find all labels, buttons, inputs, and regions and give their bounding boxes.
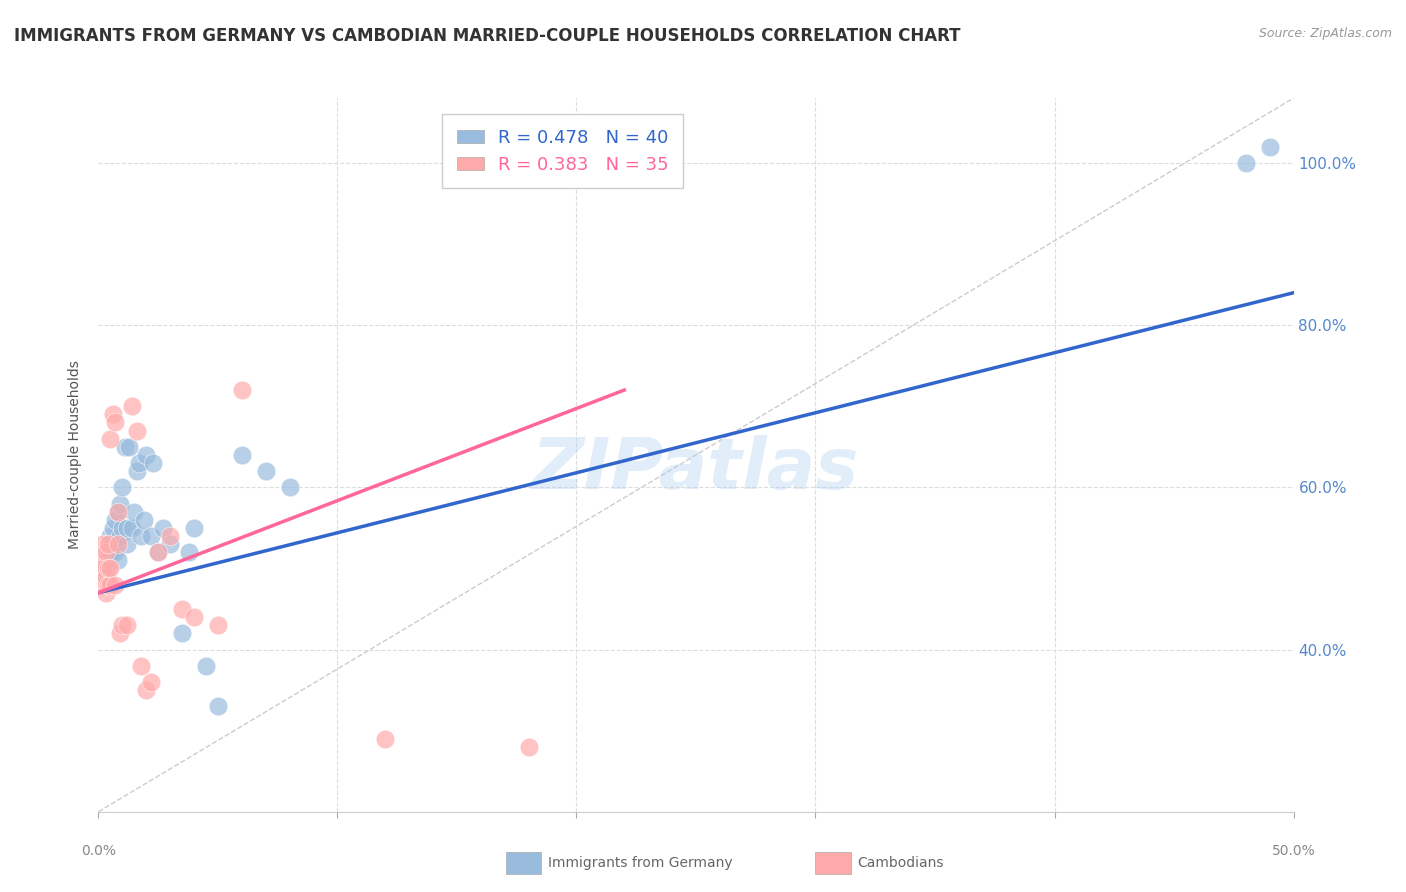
Point [115, 521, 138, 535]
Point [1258, 140, 1281, 154]
Point [104, 577, 127, 591]
Point [254, 464, 277, 478]
Point [121, 521, 143, 535]
Point [98, 545, 122, 559]
Point [131, 658, 153, 673]
Point [231, 383, 253, 397]
Point [135, 683, 157, 698]
Point [115, 537, 138, 551]
Point [128, 456, 150, 470]
Point [98, 561, 122, 575]
Point [107, 537, 129, 551]
Text: Cambodians: Cambodians [858, 856, 945, 871]
Point [91, 577, 114, 591]
Point [101, 537, 124, 551]
Point [97, 537, 120, 551]
Point [374, 731, 396, 746]
Y-axis label: Married-couple Households: Married-couple Households [69, 360, 83, 549]
Point [108, 626, 131, 640]
Point [517, 739, 540, 754]
Text: ZIPatlas: ZIPatlas [533, 434, 859, 504]
Point [183, 521, 205, 535]
Point [159, 529, 181, 543]
Point [98, 577, 122, 591]
Point [97, 553, 120, 567]
Point [194, 658, 218, 673]
Point [183, 610, 205, 624]
Point [104, 416, 127, 430]
Point [104, 545, 127, 559]
Point [101, 521, 124, 535]
Point [94, 569, 117, 583]
Text: 50.0%: 50.0% [1271, 844, 1316, 858]
Point [125, 464, 148, 478]
Point [107, 505, 129, 519]
Point [152, 521, 174, 535]
Point [94, 561, 117, 575]
Point [98, 432, 122, 446]
Point [207, 618, 229, 632]
Point [132, 513, 155, 527]
Point [115, 618, 138, 632]
Text: IMMIGRANTS FROM GERMANY VS CAMBODIAN MARRIED-COUPLE HOUSEHOLDS CORRELATION CHART: IMMIGRANTS FROM GERMANY VS CAMBODIAN MAR… [14, 27, 960, 45]
Point [172, 602, 194, 616]
Legend: R = 0.478   N = 40, R = 0.383   N = 35: R = 0.478 N = 40, R = 0.383 N = 35 [441, 114, 683, 188]
Point [104, 513, 127, 527]
Point [131, 529, 153, 543]
Text: Immigrants from Germany: Immigrants from Germany [548, 856, 733, 871]
Point [108, 529, 131, 543]
Point [91, 537, 114, 551]
Point [94, 545, 117, 559]
Point [107, 505, 129, 519]
Point [90, 569, 112, 583]
Point [114, 440, 136, 454]
Point [142, 456, 165, 470]
Point [148, 545, 170, 559]
Point [90, 553, 112, 567]
Point [98, 529, 122, 543]
Point [125, 424, 148, 438]
Point [121, 399, 143, 413]
Point [207, 699, 229, 714]
Point [107, 553, 129, 567]
Point [139, 529, 162, 543]
Point [97, 577, 120, 591]
Point [231, 448, 253, 462]
Point [91, 561, 114, 575]
Point [1234, 156, 1257, 170]
Point [94, 586, 117, 600]
Point [148, 545, 170, 559]
Point [135, 448, 157, 462]
Point [124, 505, 146, 519]
Point [172, 626, 194, 640]
Point [101, 408, 124, 422]
Text: 0.0%: 0.0% [82, 844, 115, 858]
Point [97, 561, 120, 575]
Point [179, 545, 201, 559]
Point [139, 675, 162, 690]
Point [108, 497, 131, 511]
Point [111, 618, 134, 632]
Point [159, 537, 181, 551]
Point [278, 480, 301, 494]
Point [111, 480, 134, 494]
Point [118, 440, 141, 454]
Text: Source: ZipAtlas.com: Source: ZipAtlas.com [1258, 27, 1392, 40]
Point [111, 521, 134, 535]
